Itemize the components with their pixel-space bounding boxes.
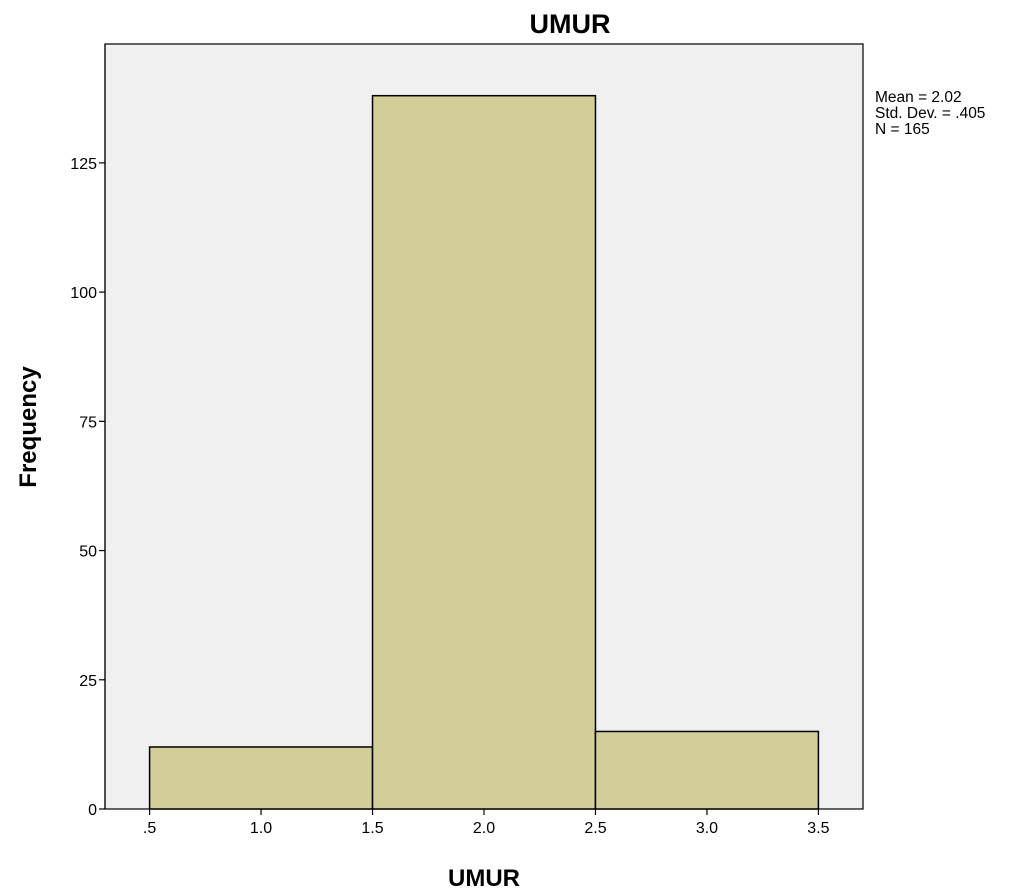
histogram-bar-1 [148,746,374,810]
x-tick-label: 2.0 [473,820,495,837]
chart-title: UMUR [530,9,611,39]
y-tick-label: 125 [70,156,97,173]
x-tick-label: 1.0 [250,820,272,837]
x-tick-label: 3.5 [807,820,829,837]
x-tick-label: 3.0 [696,820,718,837]
bars-group [148,94,820,810]
histogram-bar-3 [594,730,820,810]
y-tick-label: 75 [79,414,97,431]
y-axis: 0 25 50 75 100 125 [70,44,106,819]
x-tick-label: .5 [143,820,156,837]
histogram-bar-2 [371,94,597,810]
y-tick-label: 25 [79,673,97,690]
y-tick-label: 50 [79,544,97,561]
y-tick-label: 100 [70,285,97,302]
stats-line: N = 165 [875,121,930,138]
y-tick-label: 0 [88,802,97,819]
x-axis: .5 1.0 1.5 2.0 2.5 3.0 3.5 [143,809,830,837]
x-tick-label: 1.5 [361,820,383,837]
x-axis-label: UMUR [448,865,520,892]
stats-line: Std. Dev. = .405 [875,105,985,122]
stats-line: Mean = 2.02 [875,89,962,106]
y-axis-label: Frequency [15,366,42,488]
x-tick-label: 2.5 [584,820,606,837]
